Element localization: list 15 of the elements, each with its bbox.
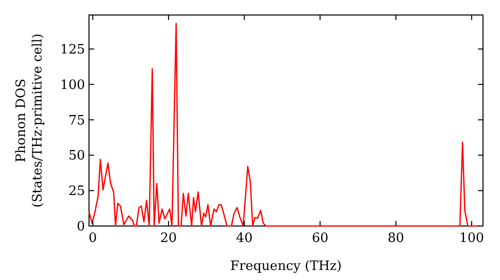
y-tick-label: 75 <box>68 113 85 128</box>
x-tick-label: 100 <box>459 231 484 246</box>
y-tick-label: 125 <box>60 42 85 58</box>
x-tick-label: 40 <box>236 231 253 246</box>
x-axis-title: Frequency (THz) <box>230 259 342 274</box>
y-tick-label: 25 <box>68 184 85 200</box>
x-tick-label: 80 <box>388 231 404 246</box>
x-tick-label: 0 <box>88 231 97 246</box>
y-tick-label: 0 <box>76 220 85 235</box>
y-tick-label: 100 <box>60 78 85 93</box>
y-axis-title: Phonon DOS (States/THz·primitive cell) <box>14 33 46 208</box>
x-tick-label: 60 <box>312 231 328 246</box>
x-tick-label: 20 <box>160 231 177 246</box>
y-tick-label: 50 <box>68 148 85 164</box>
line-series <box>88 22 480 227</box>
